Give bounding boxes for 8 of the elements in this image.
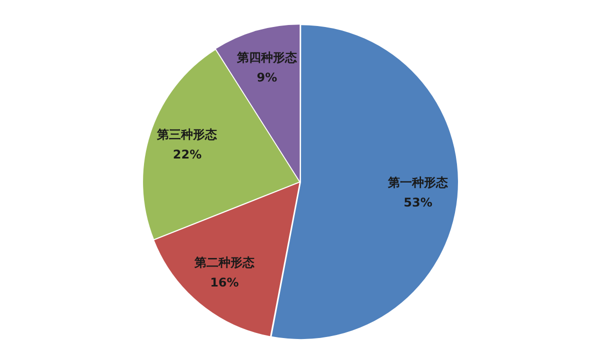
slice-label: 第四种形态	[236, 50, 298, 64]
data-label: 53%	[404, 195, 432, 210]
slice-label: 第一种形态	[387, 175, 450, 190]
slice-label: 第二种形态	[193, 255, 256, 270]
data-label: 9%	[256, 70, 278, 84]
data-label: 22%	[172, 147, 202, 162]
data-label: 16%	[210, 275, 239, 290]
slice-label: 第三种形态	[156, 127, 218, 142]
